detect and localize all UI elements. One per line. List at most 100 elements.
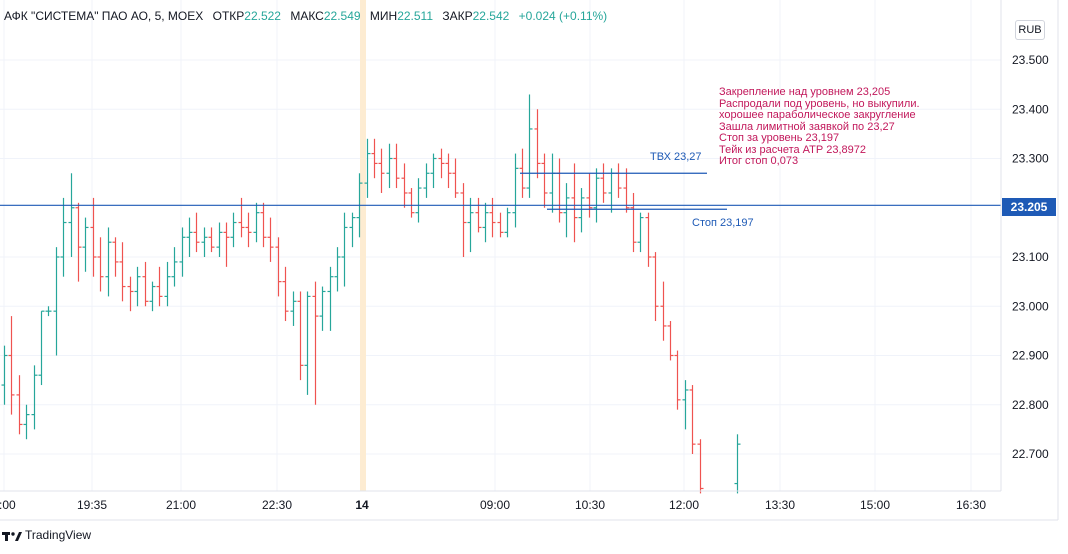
candle	[282, 266, 289, 322]
candle	[142, 261, 149, 307]
time-tick-label: 09:00	[480, 498, 510, 512]
candle	[105, 227, 112, 297]
price-axis: 23.50023.40023.30023.20523.10023.00022.9…	[1012, 53, 1049, 461]
candle	[401, 163, 408, 208]
candle	[386, 143, 393, 189]
candle	[45, 306, 52, 317]
price-tick-label: 22.700	[1012, 447, 1049, 461]
candle	[615, 163, 622, 198]
time-tick-label: 12:00	[669, 498, 699, 512]
candle	[186, 217, 193, 257]
session-highlight	[360, 0, 366, 491]
candle	[645, 212, 652, 267]
candle	[608, 168, 615, 213]
high-value: 22.549	[323, 9, 361, 23]
candle	[134, 266, 141, 307]
candle	[156, 266, 163, 307]
candle	[578, 188, 585, 233]
candle	[290, 291, 297, 326]
current-price-tag: 23.205	[1002, 198, 1056, 216]
candle	[563, 183, 570, 238]
candle	[438, 148, 445, 179]
candle	[600, 163, 607, 203]
candle	[534, 109, 541, 179]
note-line: Закрепление над уровнем 23,205	[719, 86, 891, 98]
currency-button[interactable]: RUB	[1015, 20, 1045, 40]
candle	[378, 148, 385, 193]
note-line: Распродали под уровень, но выкупили.	[719, 97, 920, 110]
open-value: 22.522	[244, 9, 281, 23]
candle	[674, 350, 681, 410]
candle	[119, 242, 126, 302]
candle	[297, 291, 304, 381]
price-tick-label: 23.000	[1012, 299, 1049, 313]
candle	[586, 173, 593, 218]
candle	[312, 281, 319, 405]
time-tick-label: 15:00	[860, 498, 890, 512]
candle	[8, 316, 15, 415]
candle	[556, 158, 563, 223]
candle	[275, 237, 282, 297]
candle	[60, 197, 67, 277]
candle	[112, 237, 119, 277]
candle	[38, 310, 45, 386]
candle	[127, 276, 134, 312]
candle	[504, 207, 511, 238]
candle	[482, 202, 489, 243]
price-tick-label: 22.900	[1012, 349, 1049, 363]
candle	[238, 197, 245, 238]
candle	[623, 168, 630, 213]
candle	[630, 192, 637, 253]
annotation-note: Закрепление над уровнем 23,205 Распродали…	[719, 86, 920, 168]
candle	[1, 345, 8, 405]
candle	[179, 227, 186, 277]
candle	[68, 173, 75, 257]
close-value: 22.542	[472, 9, 510, 23]
price-tick-label: 23.400	[1012, 102, 1049, 116]
price-tick-label: 23.100	[1012, 250, 1049, 264]
candle	[689, 385, 696, 454]
candle	[430, 153, 437, 189]
note-line: Итог стоп 0,073	[719, 155, 799, 167]
time-tick-label: 21:00	[166, 498, 196, 512]
candle	[697, 439, 704, 494]
candle	[208, 227, 215, 253]
candle	[452, 158, 459, 198]
time-tick-label: 10:30	[575, 498, 605, 512]
candle	[445, 153, 452, 189]
candle	[408, 188, 415, 218]
candle	[371, 138, 378, 179]
symbol-legend: АФК "СИСТЕМА" ПАО АО, 5, MOEX ОТКР22.522…	[4, 9, 607, 23]
candle	[341, 212, 348, 287]
brand-text: TradingView	[25, 528, 92, 542]
time-tick-label: 19:35	[77, 498, 107, 512]
candle	[164, 261, 171, 307]
candle	[489, 197, 496, 238]
note-line: хорошее параболическое закругление	[719, 109, 916, 121]
candle	[319, 286, 326, 331]
close-label: ЗАКР	[442, 9, 473, 23]
candle-series	[1, 94, 741, 494]
candle	[75, 202, 82, 282]
tradingview-brand[interactable]: TradingView	[2, 528, 91, 542]
stop-label: Стоп 23,197	[692, 217, 754, 229]
candle	[667, 321, 674, 361]
candle	[267, 217, 274, 262]
price-tick-label: 23.500	[1012, 53, 1049, 67]
candle	[393, 143, 400, 189]
candle	[171, 247, 178, 287]
symbol-name[interactable]: АФК "СИСТЕМА" ПАО АО, 5, MOEX	[4, 9, 204, 23]
tvx-label: ТВХ 23,27	[650, 151, 702, 163]
candle	[245, 212, 252, 248]
candle	[230, 212, 237, 248]
candle	[334, 247, 341, 292]
low-value: 22.511	[397, 9, 434, 23]
candle	[526, 94, 533, 198]
candle	[253, 202, 260, 243]
candle	[512, 153, 519, 228]
low-label: МИН	[369, 9, 398, 23]
candle	[475, 197, 482, 233]
candle	[571, 163, 578, 243]
candle	[423, 163, 430, 198]
